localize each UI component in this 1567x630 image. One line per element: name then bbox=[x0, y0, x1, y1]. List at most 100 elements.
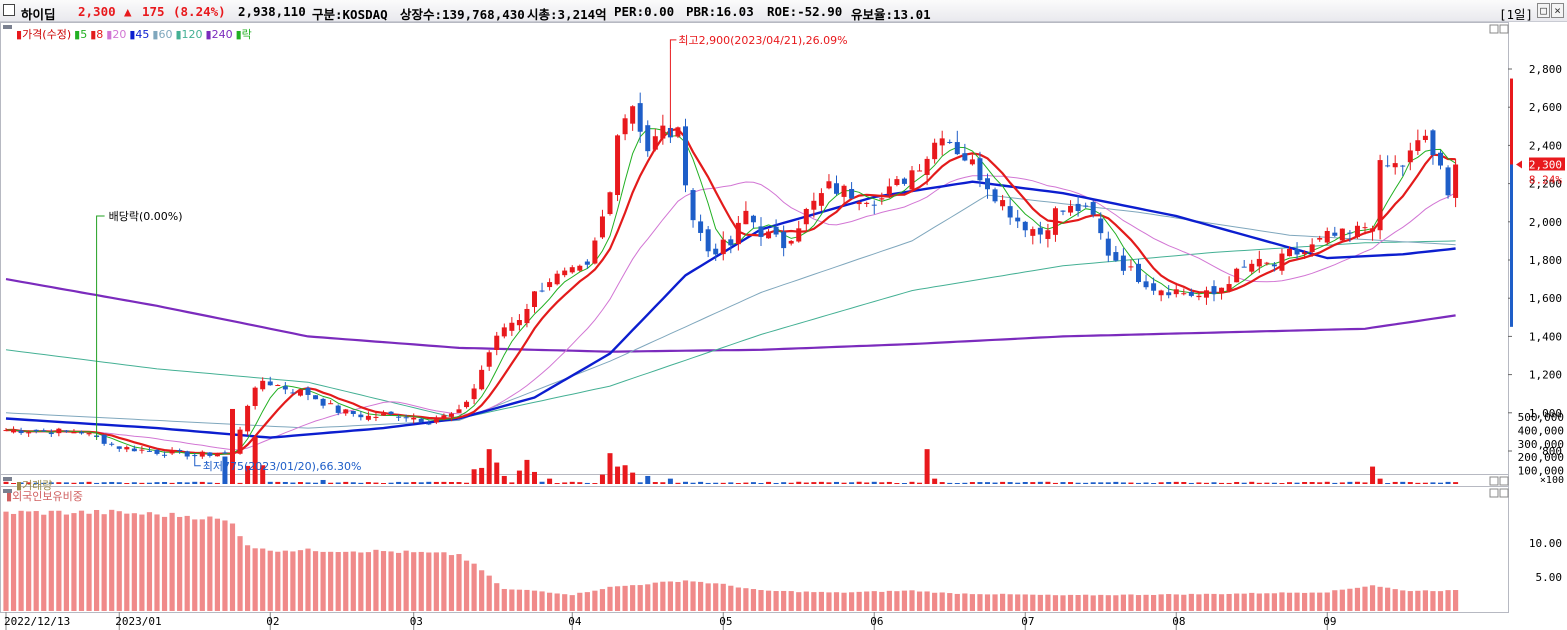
price-change: 175 bbox=[142, 4, 165, 19]
foreign-legend: ▮외국인보유비중 bbox=[6, 490, 83, 503]
legend-item[interactable]: ▮60 bbox=[152, 28, 172, 41]
foreign-bar bbox=[3, 511, 9, 611]
legend-item[interactable]: ▮120 bbox=[175, 28, 202, 41]
stock-name: 하이딥 bbox=[21, 7, 56, 22]
foreign-bar bbox=[10, 513, 17, 611]
volume-bar bbox=[1068, 482, 1074, 484]
foreign-bar bbox=[1279, 592, 1285, 611]
price-tick-label: 1,800 bbox=[1529, 254, 1562, 267]
volume-bar bbox=[1302, 481, 1308, 484]
foreign-bar bbox=[456, 554, 462, 611]
foreign-bar bbox=[1143, 594, 1149, 611]
foreign-bar bbox=[373, 549, 379, 611]
foreign-bar bbox=[448, 555, 455, 611]
foreign-bar bbox=[441, 552, 447, 611]
legend-item[interactable]: ▮45 bbox=[129, 28, 149, 41]
candle-body bbox=[1166, 292, 1172, 296]
select-checkbox[interactable] bbox=[3, 4, 15, 16]
candle-body bbox=[818, 193, 824, 206]
volume-bar bbox=[509, 482, 515, 484]
legend-item[interactable]: ▮가격(수정) bbox=[16, 28, 71, 41]
price-tick-label: 1,000 bbox=[1529, 407, 1562, 420]
candle-body bbox=[471, 388, 477, 400]
foreign-bar bbox=[509, 589, 515, 611]
foreign-bar bbox=[758, 590, 764, 611]
volume-bar bbox=[358, 482, 364, 484]
restore-button[interactable]: □ bbox=[1537, 3, 1550, 18]
candle-body bbox=[939, 138, 945, 146]
foreign-bar bbox=[463, 560, 470, 611]
legend-item[interactable]: ▮240 bbox=[206, 28, 233, 41]
period-button[interactable]: [1일] bbox=[1499, 7, 1534, 22]
ma5-line bbox=[5, 128, 1456, 456]
volume-bar bbox=[1188, 482, 1194, 484]
close-button[interactable]: × bbox=[1551, 3, 1564, 18]
foreign-bar bbox=[705, 583, 711, 611]
volume-bar bbox=[1203, 482, 1209, 484]
volume-bar bbox=[1438, 482, 1443, 484]
volume-bar bbox=[109, 481, 115, 484]
volume-bar bbox=[33, 482, 39, 484]
volume-bar bbox=[954, 483, 960, 484]
foreign-bar bbox=[161, 516, 168, 611]
volume-bar bbox=[1075, 482, 1081, 484]
candle-body bbox=[109, 443, 115, 445]
candle-body bbox=[1445, 167, 1451, 196]
candle-body bbox=[1158, 290, 1164, 296]
volume-bar bbox=[381, 483, 386, 484]
foreign-bar bbox=[418, 551, 424, 611]
volume-bar bbox=[622, 465, 628, 484]
legend-item[interactable]: ▮20 bbox=[106, 28, 126, 41]
volume-bar bbox=[1136, 482, 1141, 484]
foreign-bar bbox=[1332, 590, 1338, 611]
candle-body bbox=[1347, 232, 1353, 234]
candle-body bbox=[1385, 165, 1391, 167]
legend-item[interactable]: ▮8 bbox=[90, 28, 103, 41]
candle-body bbox=[1022, 221, 1028, 231]
foreign-bar bbox=[56, 510, 62, 611]
foreign-bar bbox=[146, 512, 153, 611]
volume-bar bbox=[539, 481, 545, 484]
volume-bar bbox=[297, 482, 303, 484]
foreign-bar bbox=[1437, 591, 1444, 611]
volume-bar bbox=[260, 465, 266, 484]
foreign-bar bbox=[1037, 594, 1043, 611]
candle-body bbox=[305, 387, 311, 395]
roe-value: ROE:-52.90 bbox=[767, 4, 843, 19]
candle-body bbox=[1075, 203, 1081, 211]
foreign-bar bbox=[312, 551, 319, 611]
pane-handle-icon bbox=[3, 25, 12, 29]
volume-bar bbox=[524, 459, 530, 484]
legend-item[interactable]: ▮락 bbox=[236, 28, 252, 41]
volume-bar bbox=[630, 472, 636, 484]
candle-body bbox=[735, 222, 741, 245]
volume-bar bbox=[909, 481, 915, 484]
foreign-bar bbox=[479, 570, 485, 611]
legend-item[interactable]: ▮5 bbox=[74, 28, 87, 41]
volume-bar bbox=[456, 482, 462, 484]
foreign-bar bbox=[607, 586, 613, 611]
candle-body bbox=[1151, 283, 1157, 291]
date-tick-label: 2022/12/13 bbox=[4, 615, 70, 628]
volume-bar bbox=[1196, 482, 1202, 484]
last-price-tag bbox=[1529, 157, 1565, 171]
volume-bar bbox=[441, 481, 447, 484]
volume-bar bbox=[1354, 481, 1360, 484]
volume-bar bbox=[826, 482, 832, 484]
candle-body bbox=[1415, 140, 1421, 151]
foreign-bar bbox=[1075, 595, 1081, 611]
volume-bar bbox=[924, 449, 930, 484]
candle-body bbox=[1249, 263, 1255, 272]
foreign-bar bbox=[1256, 593, 1262, 611]
volume-bar bbox=[1453, 482, 1459, 484]
volume-bar bbox=[214, 482, 220, 484]
legend-label: 240 bbox=[211, 28, 233, 41]
volume-bar bbox=[690, 482, 696, 484]
volume-bar bbox=[18, 482, 24, 484]
foreign-bar bbox=[826, 592, 832, 611]
candle-body bbox=[539, 290, 545, 292]
candle-body bbox=[245, 405, 251, 432]
foreign-bar bbox=[652, 582, 658, 611]
foreign-bar bbox=[245, 545, 251, 611]
